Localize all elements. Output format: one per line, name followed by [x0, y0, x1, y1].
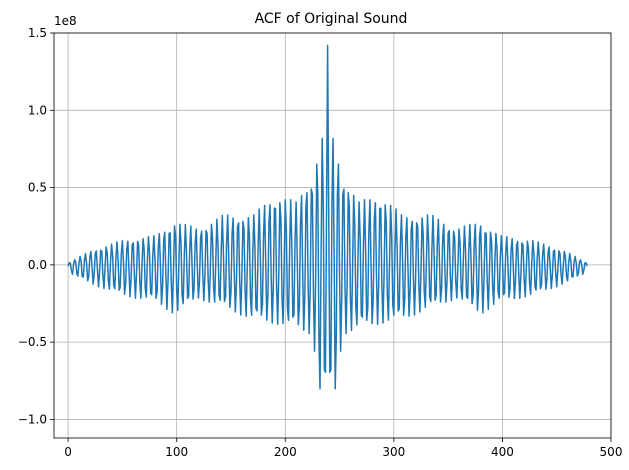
x-tick-label: 500 [600, 445, 623, 459]
x-tick-label: 200 [274, 445, 297, 459]
acf-series-line [67, 44, 588, 390]
y-tick-label: 0.0 [28, 258, 47, 272]
y-tick-label: 0.5 [28, 181, 47, 195]
series-layer [67, 44, 588, 390]
x-tick-label: 400 [491, 445, 514, 459]
plot-frame [53, 32, 612, 439]
y-scale-note: 1e8 [54, 14, 77, 28]
y-tick-label: −1.0 [18, 412, 47, 426]
x-tick-label: 300 [382, 445, 405, 459]
y-tick-label: 1.5 [28, 26, 47, 40]
x-axis: 0 100 200 300 400 500 [64, 438, 622, 459]
y-tick-label: 1.0 [28, 103, 47, 117]
y-axis: −1.0 −0.5 0.0 0.5 1.0 1.5 [18, 26, 54, 426]
x-tick-label: 0 [64, 445, 72, 459]
y-tick-label: −0.5 [18, 335, 47, 349]
x-tick-label: 100 [165, 445, 188, 459]
chart-title: ACF of Original Sound [255, 11, 408, 27]
